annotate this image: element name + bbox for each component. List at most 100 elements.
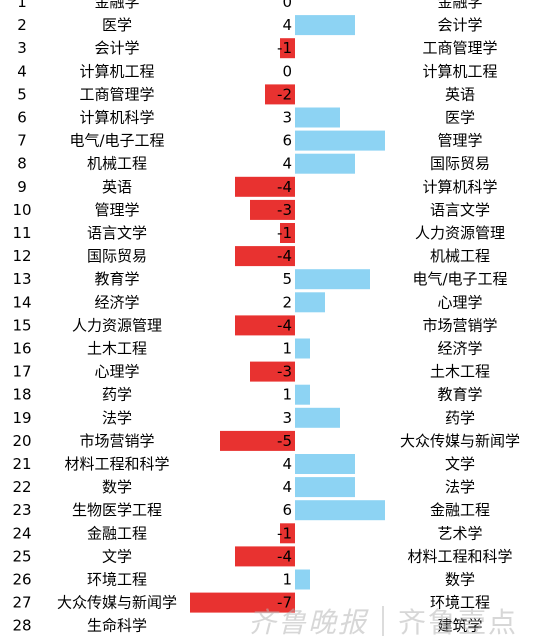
- rank-label-6: 6: [17, 109, 27, 127]
- value-label-23: 6: [282, 501, 292, 519]
- right-label-15: 市场营销学: [422, 316, 497, 334]
- rank-label-3: 3: [17, 39, 27, 57]
- rank-label-28: 28: [12, 617, 31, 635]
- right-label-14: 心理学: [437, 293, 482, 311]
- value-label-27: -7: [277, 594, 292, 612]
- bar-12: [235, 246, 295, 267]
- rank-label-21: 21: [12, 455, 31, 473]
- right-label-23: 金融工程: [430, 501, 490, 519]
- category-label-15: 人力资源管理: [72, 316, 162, 334]
- category-label-10: 管理学: [94, 201, 139, 219]
- bar-19: [295, 407, 340, 428]
- bar-21: [295, 454, 355, 474]
- category-label-25: 文学: [102, 547, 132, 565]
- right-label-17: 土木工程: [430, 363, 490, 381]
- bar-13: [295, 269, 370, 290]
- category-label-7: 电气/电子工程: [69, 132, 164, 150]
- bar-18: [295, 384, 310, 405]
- value-label-2: 4: [282, 16, 292, 34]
- value-label-24: -1: [277, 524, 292, 542]
- right-label-3: 工商管理学: [422, 39, 497, 57]
- value-label-16: 1: [282, 340, 292, 358]
- category-label-5: 工商管理学: [79, 85, 154, 103]
- right-label-8: 国际贸易: [430, 155, 490, 173]
- value-label-25: -4: [277, 547, 292, 565]
- value-label-3: -1: [277, 39, 292, 57]
- bar-8: [295, 153, 355, 174]
- bar-20: [220, 430, 295, 451]
- category-label-17: 心理学: [94, 363, 139, 381]
- right-label-16: 经济学: [437, 340, 482, 358]
- category-label-22: 数学: [102, 478, 132, 496]
- bar-6: [295, 107, 340, 128]
- value-label-26: 1: [282, 571, 292, 589]
- rank-label-13: 13: [12, 270, 31, 288]
- right-label-28: 建筑学: [437, 617, 482, 635]
- bar-10: [250, 199, 295, 220]
- rank-label-18: 18: [12, 386, 31, 404]
- right-label-10: 语言文学: [430, 201, 490, 219]
- category-label-6: 计算机科学: [79, 109, 154, 127]
- rank-label-26: 26: [12, 571, 31, 589]
- category-label-24: 金融工程: [87, 524, 147, 542]
- right-label-19: 药学: [445, 409, 475, 427]
- rank-label-20: 20: [12, 432, 31, 450]
- right-label-6: 医学: [445, 109, 475, 127]
- bar-27: [190, 592, 295, 613]
- right-label-18: 教育学: [437, 386, 482, 404]
- bar-14: [295, 292, 325, 313]
- right-label-1: 金融学: [437, 0, 482, 11]
- right-label-9: 计算机科学: [422, 178, 497, 196]
- bar-26: [295, 569, 310, 590]
- category-label-4: 计算机工程: [79, 62, 154, 80]
- right-label-12: 机械工程: [430, 247, 490, 265]
- rank-label-9: 9: [17, 178, 27, 196]
- value-label-8: 4: [282, 155, 292, 173]
- value-label-9: -4: [277, 178, 292, 196]
- right-label-4: 计算机工程: [422, 62, 497, 80]
- rank-label-12: 12: [12, 247, 31, 265]
- rank-label-16: 16: [12, 340, 31, 358]
- category-label-28: 生命科学: [87, 617, 147, 635]
- value-label-22: 4: [282, 478, 292, 496]
- right-label-7: 管理学: [437, 132, 482, 150]
- value-label-6: 3: [282, 109, 292, 127]
- category-label-27: 大众传媒与新闻学: [57, 594, 177, 612]
- bar-25: [235, 546, 295, 567]
- right-label-21: 文学: [445, 455, 475, 473]
- rank-label-10: 10: [12, 201, 31, 219]
- bar-22: [295, 477, 355, 498]
- rank-label-24: 24: [12, 524, 31, 542]
- right-label-25: 材料工程和科学: [407, 547, 512, 565]
- category-label-3: 会计学: [94, 39, 139, 57]
- right-label-2: 会计学: [437, 16, 482, 34]
- category-label-2: 医学: [102, 16, 132, 34]
- right-label-22: 法学: [445, 478, 475, 496]
- rank-label-14: 14: [12, 293, 31, 311]
- rank-label-1: 1: [17, 0, 27, 11]
- value-label-20: -5: [277, 432, 292, 450]
- category-label-9: 英语: [102, 178, 132, 196]
- right-label-20: 大众传媒与新闻学: [400, 432, 520, 450]
- rank-label-17: 17: [12, 363, 31, 381]
- value-label-7: 6: [282, 132, 292, 150]
- category-label-12: 国际贸易: [87, 247, 147, 265]
- category-label-11: 语言文学: [87, 224, 147, 242]
- right-label-24: 艺术学: [437, 524, 482, 542]
- rank-label-4: 4: [17, 62, 27, 80]
- value-label-10: -3: [277, 201, 292, 219]
- category-label-13: 教育学: [94, 270, 139, 288]
- category-label-1: 金融学: [94, 0, 139, 11]
- value-label-12: -4: [277, 247, 292, 265]
- right-label-26: 数学: [445, 571, 475, 589]
- rank-label-2: 2: [17, 16, 27, 34]
- rank-label-23: 23: [12, 501, 31, 519]
- category-label-14: 经济学: [94, 293, 139, 311]
- value-label-4: 0: [282, 62, 292, 80]
- category-label-16: 土木工程: [87, 340, 147, 358]
- rank-label-19: 19: [12, 409, 31, 427]
- bar-23: [295, 500, 385, 521]
- value-label-11: -1: [277, 224, 292, 242]
- right-label-11: 人力资源管理: [415, 224, 505, 242]
